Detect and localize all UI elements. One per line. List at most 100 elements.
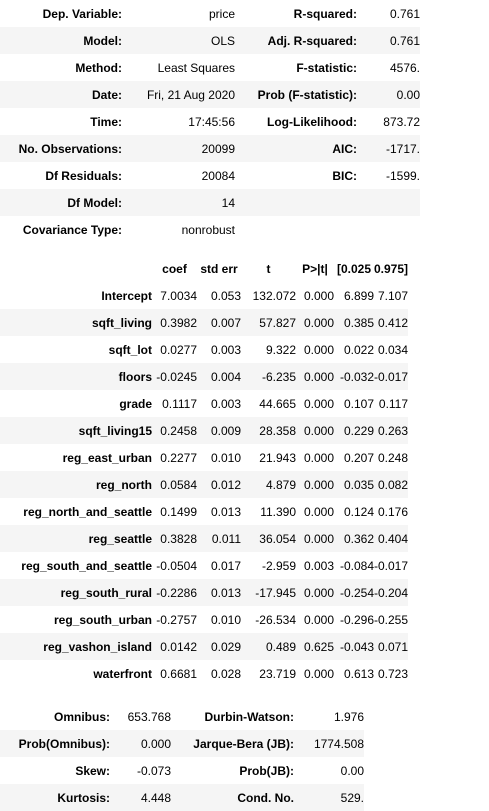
coef-variable-name: grade <box>119 396 152 411</box>
diagnostics-label: Cond. No. <box>171 784 294 811</box>
diagnostics-row: Omnibus: 653.768 Durbin-Watson: 1.976 <box>0 703 364 730</box>
coef-cell: 0.013 <box>197 579 241 606</box>
coef-row: Intercept 7.0034 0.053 132.072 0.000 6.899 7.1… <box>0 282 408 309</box>
diagnostics-label: Omnibus: <box>54 709 110 724</box>
coef-cell: 0.000 <box>303 504 334 519</box>
coef-cell: 0.000 <box>296 579 334 606</box>
coef-variable-name: reg_east_urban <box>62 450 152 465</box>
summary-label: AIC: <box>235 135 357 162</box>
coef-variable-name: reg_vashon_island <box>0 633 152 660</box>
coef-cell: -0.204 <box>374 579 409 606</box>
coef-cell: -0.032 <box>334 363 374 390</box>
diagnostics-value: 4.448 <box>110 784 171 811</box>
coefficients-table: coef std err t P>|t| [0.025 0.975] Intercept 7… <box>0 255 409 687</box>
coef-column-header <box>0 255 152 282</box>
coef-cell: 0.000 <box>303 612 334 627</box>
coef-column-header: t <box>266 261 271 276</box>
summary-row: Date: Fri, 21 Aug 2020 Prob (F-statistic):… <box>0 81 420 108</box>
coef-cell: 0.009 <box>197 417 241 444</box>
coef-variable-name: reg_south_and_seattle <box>21 558 152 573</box>
summary-label: Prob (F-statistic): <box>235 81 357 108</box>
coef-cell: 0.003 <box>303 558 334 573</box>
coef-cell: 44.665 <box>259 396 296 411</box>
diagnostics-value: 653.768 <box>127 709 171 724</box>
diagnostics-label: Skew: <box>75 763 110 778</box>
summary-label: Date: <box>0 81 122 108</box>
coef-cell: -0.0245 <box>152 363 197 390</box>
coef-variable-name: reg_north <box>0 471 152 498</box>
coef-cell: -0.043 <box>334 633 374 660</box>
coef-cell: 0.385 <box>334 309 374 336</box>
coef-cell: 0.017 <box>210 558 241 573</box>
diagnostics-label: Prob(JB): <box>239 763 294 778</box>
coef-cell: 0.3982 <box>152 309 197 336</box>
summary-value: -1599. <box>385 168 420 183</box>
summary-label: F-statistic: <box>296 60 357 75</box>
coef-row: reg_south_and_seattle -0.0504 0.017 -2.959 0… <box>0 552 408 579</box>
coef-cell: -17.945 <box>241 579 296 606</box>
coef-cell: 0.723 <box>378 666 409 681</box>
coef-cell: -0.084 <box>339 558 374 573</box>
coef-cell: 0.107 <box>343 396 374 411</box>
coef-cell: 57.827 <box>241 309 296 336</box>
diagnostics-value: 529. <box>294 784 364 811</box>
coef-cell: -0.254 <box>334 579 374 606</box>
coef-cell: -0.017 <box>374 363 409 390</box>
coef-variable-name: sqft_lot <box>108 342 152 357</box>
coef-column-header: P>|t| <box>302 261 328 276</box>
coef-row: reg_seattle 0.3828 0.011 36.054 0.000 0.362 0.… <box>0 525 409 552</box>
coef-cell: 7.107 <box>378 288 409 303</box>
summary-label: Df Residuals: <box>45 168 122 183</box>
diagnostics-label: Durbin-Watson: <box>204 709 294 724</box>
coef-row: reg_east_urban 0.2277 0.010 21.943 0.000 0.20… <box>0 444 408 471</box>
diagnostics-value: 1774.508 <box>294 730 364 757</box>
coef-cell: 0.000 <box>303 342 334 357</box>
coef-cell: 11.390 <box>260 504 296 519</box>
coef-row: grade 0.1117 0.003 44.665 0.000 0.107 0.117 <box>0 390 408 417</box>
coef-variable-name: reg_south_urban <box>53 612 152 627</box>
coef-cell: 0.010 <box>210 450 241 465</box>
coef-variable-name: sqft_living15 <box>0 417 152 444</box>
coef-row: reg_north_and_seattle 0.1499 0.013 11.390 0.… <box>0 498 408 525</box>
diagnostics-label: Kurtosis: <box>0 784 110 811</box>
coef-cell: 0.022 <box>343 342 374 357</box>
diagnostics-label: Jarque-Bera (JB): <box>171 730 294 757</box>
summary-value: 20099 <box>122 135 235 162</box>
coef-cell: 6.899 <box>343 288 374 303</box>
summary-label: Time: <box>90 114 122 129</box>
summary-value: Fri, 21 Aug 2020 <box>122 81 235 108</box>
coef-cell: -6.235 <box>241 363 296 390</box>
coef-cell: 0.000 <box>296 363 334 390</box>
coef-cell: 0.2277 <box>160 450 197 465</box>
coef-cell: 0.000 <box>303 450 334 465</box>
diagnostics-row: Skew: -0.073 Prob(JB): 0.00 <box>0 757 364 784</box>
coef-cell: 28.358 <box>241 417 296 444</box>
coef-cell: 0.248 <box>378 450 409 465</box>
coef-cell: 0.028 <box>210 666 241 681</box>
summary-value <box>357 189 420 216</box>
coef-cell: 0.071 <box>374 633 409 660</box>
coef-cell: 21.943 <box>259 450 296 465</box>
coef-cell: -0.0504 <box>156 558 197 573</box>
coef-row: reg_south_rural -0.2286 0.013 -17.945 0.000-… <box>0 579 409 606</box>
coef-cell: 0.0142 <box>152 633 197 660</box>
diagnostics-row: Prob(Omnibus): 0.000 Jarque-Bera (JB): 1774… <box>0 730 364 757</box>
summary-value: 4576. <box>389 60 420 75</box>
diagnostics-value: 0.00 <box>340 763 364 778</box>
coef-cell: -0.255 <box>374 612 409 627</box>
coef-cell: 0.2458 <box>152 417 197 444</box>
coef-variable-name: reg_seattle <box>0 525 152 552</box>
coef-cell: 0.412 <box>374 309 409 336</box>
coef-row: reg_vashon_island 0.0142 0.029 0.489 0.625 -0… <box>0 633 409 660</box>
diagnostics-table: Omnibus: 653.768 Durbin-Watson: 1.976 Prob(O… <box>0 703 364 811</box>
coef-row: reg_south_urban -0.2757 0.010 -26.534 0.000-… <box>0 606 408 633</box>
summary-value: 0.761 <box>357 27 420 54</box>
coef-variable-name: reg_south_rural <box>0 579 152 606</box>
coef-row: floors -0.0245 0.004 -6.235 0.000 -0.032 -0.01… <box>0 363 409 390</box>
coef-row: waterfront 0.6681 0.028 23.719 0.000 0.613 0.7… <box>0 660 408 687</box>
summary-value: 873.72 <box>383 114 420 129</box>
summary-value <box>357 216 420 243</box>
summary-label: No. Observations: <box>0 135 122 162</box>
coef-variable-name: Intercept <box>101 288 152 303</box>
coef-cell: 0.3828 <box>152 525 197 552</box>
